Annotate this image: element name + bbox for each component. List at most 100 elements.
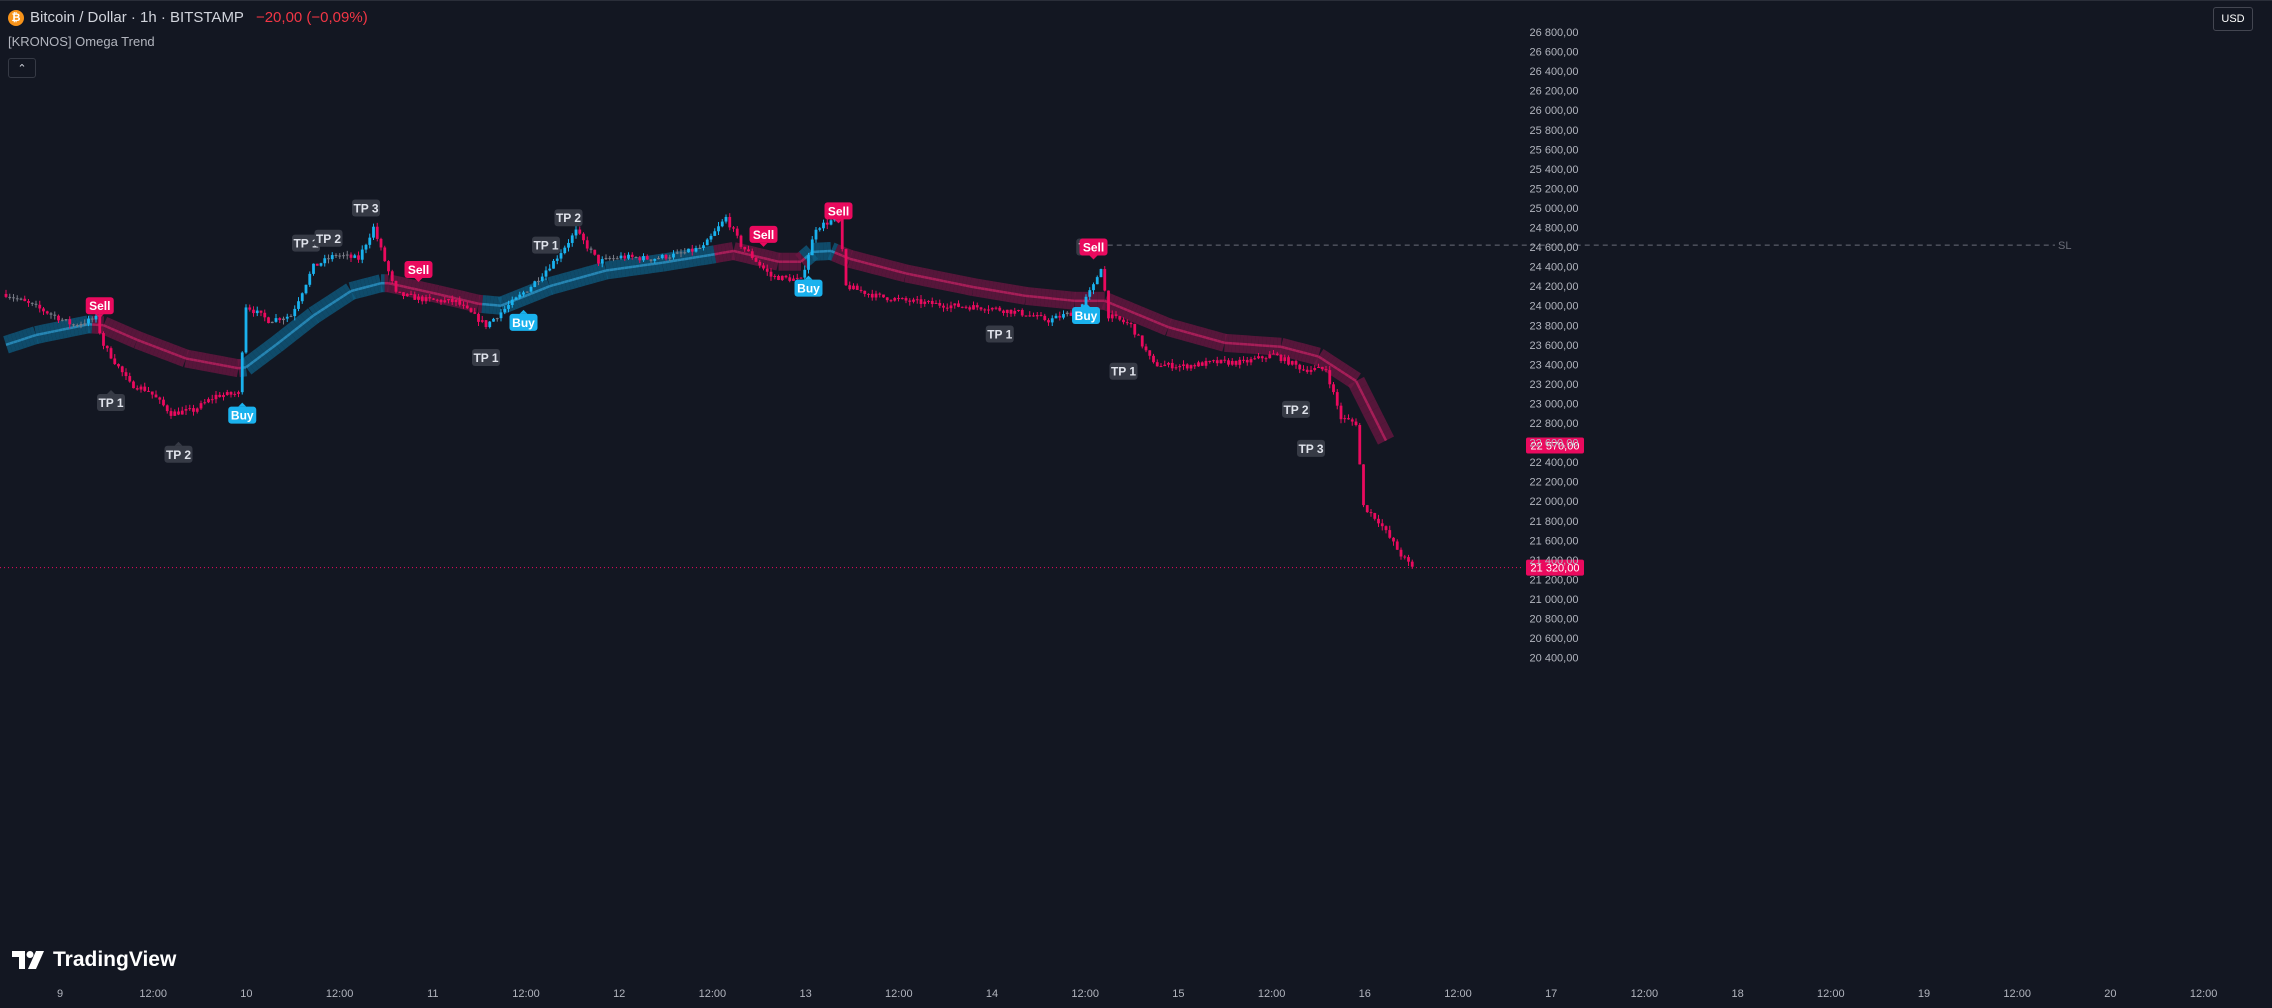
- trend-band-centerline: [1220, 340, 1226, 345]
- candle-body: [360, 249, 364, 260]
- trend-band-centerline: [106, 325, 112, 330]
- candle-body: [529, 287, 533, 292]
- candle-body: [244, 307, 248, 353]
- candle-body: [443, 300, 447, 303]
- trend-band-centerline: [624, 266, 629, 270]
- trend-band-centerline: [504, 301, 509, 306]
- candle-body: [1013, 310, 1017, 314]
- price-tick-label: 23 000,00: [1530, 398, 1579, 410]
- candle-body: [1062, 314, 1065, 318]
- candle-body: [987, 309, 990, 311]
- trend-band-centerline: [1377, 425, 1384, 434]
- trend-band-centerline: [1362, 395, 1369, 404]
- trend-band-centerline: [969, 285, 974, 289]
- trend-band-centerline: [28, 335, 33, 339]
- marker-background: [509, 313, 538, 331]
- candle-body: [930, 300, 934, 305]
- trend-band-centerline: [43, 331, 48, 335]
- indicator-legend[interactable]: [KRONOS] Omega Trend: [8, 34, 155, 49]
- candle-body: [848, 285, 852, 290]
- trend-band-centerline: [148, 343, 153, 347]
- candle-body: [210, 399, 214, 401]
- candle-body: [278, 318, 282, 321]
- trend-band-centerline: [275, 340, 281, 346]
- marker-pointer: [174, 441, 183, 446]
- trend-band-centerline: [327, 302, 333, 307]
- trend-band-centerline: [958, 282, 963, 287]
- trend-band-centerline: [444, 294, 449, 298]
- time-axis: 9 12:00 10 12:00 11 12:00 12 12:00 13 12:00 14 12:0…: [57, 988, 2217, 1000]
- trend-band-centerline: [399, 284, 404, 288]
- trend-band-centerline: [901, 271, 907, 275]
- trend-band-centerline: [774, 259, 779, 263]
- trend-band-centerline: [1126, 308, 1132, 313]
- trend-band-centerline: [519, 295, 524, 300]
- candle-body: [747, 249, 750, 252]
- candle-body: [1107, 290, 1110, 319]
- candle-body: [724, 216, 728, 222]
- trend-band-centerline: [526, 292, 532, 297]
- trend-band-centerline: [230, 365, 235, 369]
- candle-body: [754, 257, 758, 262]
- candle-body: [795, 277, 799, 279]
- candle-body: [480, 320, 484, 322]
- trend-band-centerline: [133, 337, 138, 342]
- candle-body: [102, 333, 105, 346]
- marker-label: Buy: [512, 316, 535, 330]
- candle-body: [150, 391, 154, 395]
- trend-band-centerline: [800, 257, 806, 263]
- trend-band-centerline: [856, 259, 862, 263]
- candle-body: [559, 253, 563, 259]
- time-tick-label: 18: [1731, 988, 1743, 1000]
- candle-body: [739, 235, 743, 247]
- candle-body: [612, 258, 615, 260]
- marker-label: Buy: [1075, 309, 1098, 323]
- price-badge: [1526, 559, 1584, 576]
- symbol-title: Bitcoin / Dollar · 1h · BITSTAMP: [30, 9, 244, 26]
- trend-band-centerline: [635, 264, 640, 268]
- price-tick-label: 21 800,00: [1530, 516, 1579, 528]
- trend-band-centerline: [834, 251, 839, 256]
- candle-body: [525, 291, 529, 293]
- marker-background: [985, 325, 1014, 343]
- trend-band-centerline: [980, 287, 985, 291]
- marker-background: [1297, 439, 1325, 457]
- symbol-header[interactable]: ₿ Bitcoin / Dollar · 1h · BITSTAMP −20,0…: [8, 9, 368, 26]
- trend-band-centerline: [549, 283, 554, 288]
- currency-button[interactable]: USD: [2213, 7, 2253, 31]
- candle-body: [1129, 323, 1133, 325]
- candle-body: [1125, 322, 1129, 324]
- marker-pointer: [804, 275, 813, 280]
- trend-band-centerline: [1175, 328, 1181, 332]
- candle-body: [394, 281, 398, 292]
- candle-body: [1020, 309, 1024, 316]
- trend-band-centerline: [740, 251, 746, 255]
- candle-body: [960, 306, 964, 308]
- trend-band-centerline: [609, 268, 614, 272]
- trend-band-centerline: [267, 346, 273, 352]
- trend-band-centerline: [118, 330, 123, 335]
- candle-body: [994, 307, 998, 309]
- candle-body: [885, 297, 889, 301]
- trend-band-centerline: [1354, 380, 1361, 389]
- candle-body: [1339, 405, 1343, 420]
- trend-band-centerline: [1216, 339, 1222, 344]
- marker-pointer: [1089, 255, 1098, 260]
- candle-body: [1403, 556, 1407, 558]
- candle-body: [454, 300, 458, 303]
- candle-body: [570, 235, 574, 243]
- price-tick-label: 22 600,00: [1530, 438, 1579, 450]
- candle-body: [1410, 561, 1414, 567]
- trend-band-centerline: [414, 287, 419, 292]
- trend-band-centerline: [65, 326, 71, 331]
- trend-band-centerline: [35, 333, 41, 337]
- candle-body: [1395, 541, 1399, 550]
- candle-body: [1159, 366, 1163, 368]
- collapse-legend-button[interactable]: ⌃: [8, 58, 36, 78]
- candle-body: [199, 403, 203, 409]
- candle-body: [1002, 310, 1005, 313]
- candle-body: [117, 364, 120, 367]
- trend-band-centerline: [5, 342, 11, 346]
